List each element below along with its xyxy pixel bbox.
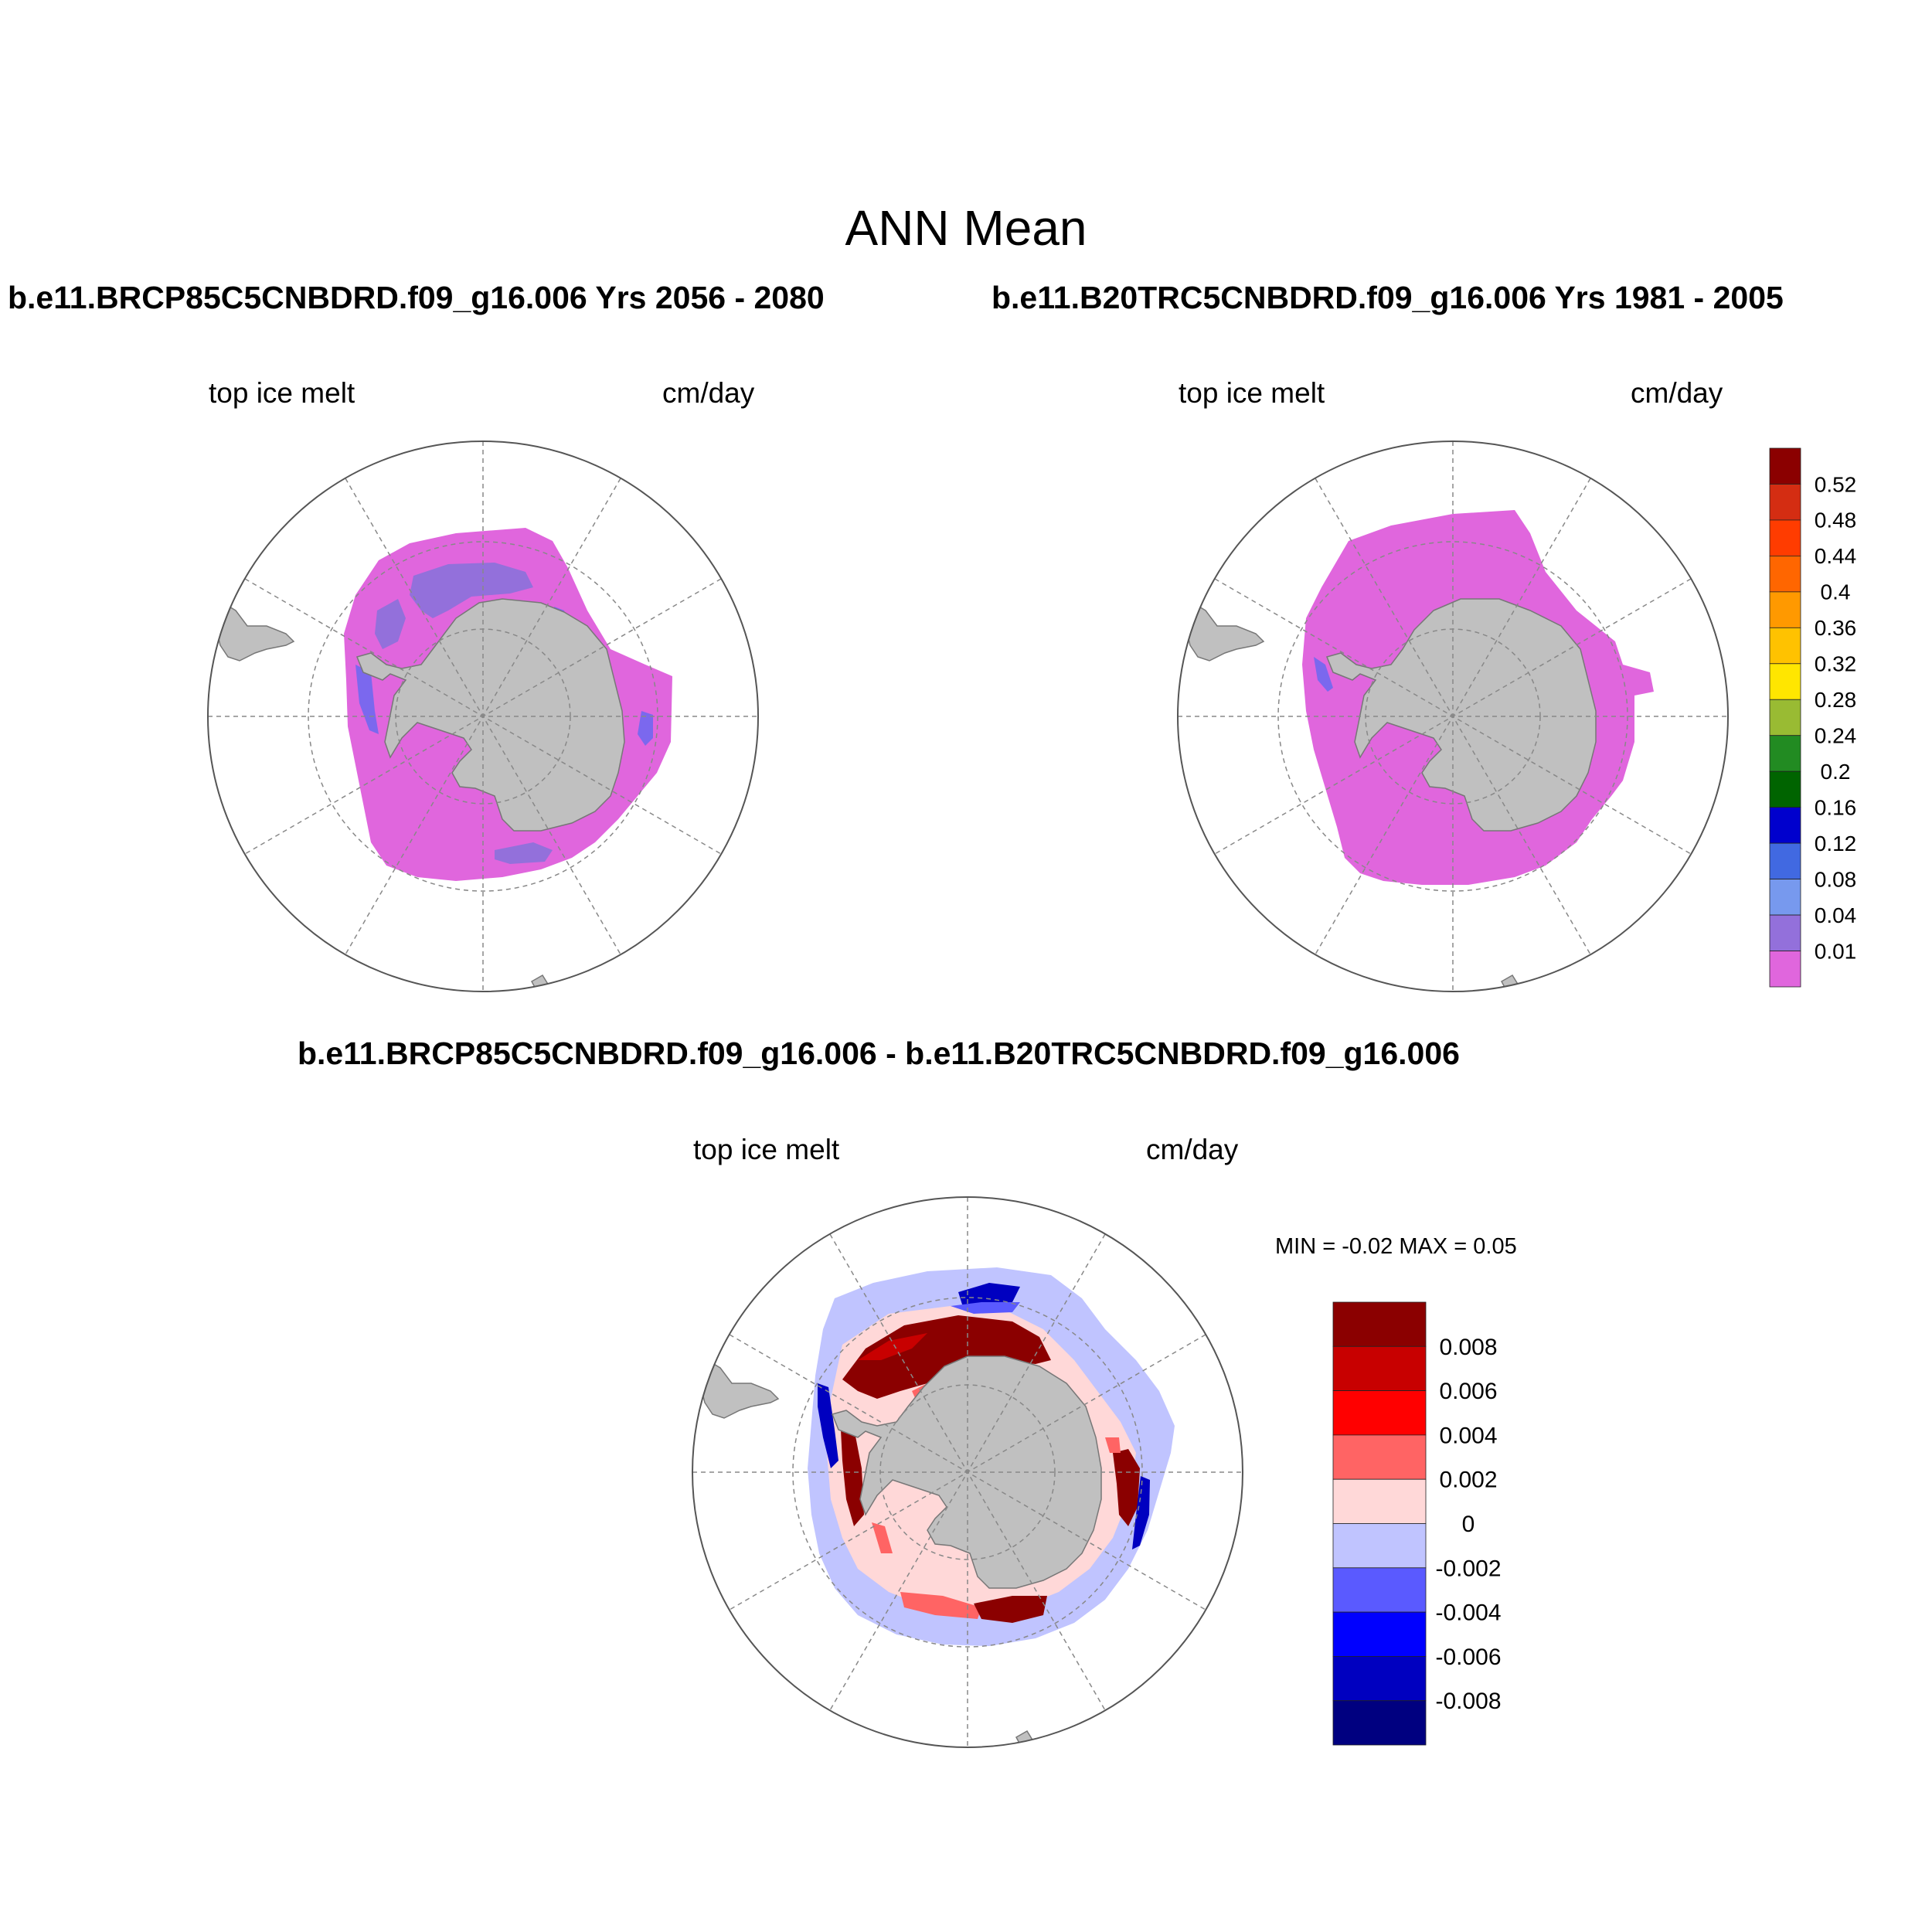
diff-field-mid — [900, 1592, 981, 1619]
colorbar-main-swatch — [1769, 842, 1801, 879]
colorbar-main-swatch — [1769, 519, 1801, 556]
antarctica-landmass — [355, 598, 625, 832]
colorbar-diff-label: 0.002 — [1439, 1468, 1497, 1493]
colorbar-main-swatch — [1769, 591, 1801, 628]
map-graticule — [1178, 441, 1728, 992]
south-america-landmass — [1185, 597, 1265, 662]
polar-map-future — [207, 440, 759, 992]
panel-difference-units: cm/day — [1146, 1134, 1239, 1165]
sea-ice-patch — [410, 563, 533, 618]
panel-difference-title: b.e11.BRCP85C5CNBDRD.f09_g16.006 - b.e11… — [298, 1036, 1460, 1071]
panel-future-title: b.e11.BRCP85C5CNBDRD.f09_g16.006 Yrs 205… — [8, 280, 825, 315]
diff-field-min — [818, 1383, 838, 1468]
colorbar-main-label: 0.01 — [1815, 939, 1857, 963]
sea-ice-patch — [495, 842, 553, 864]
colorbar-difference: 0.008 0.006 0.004 0.002 0 -0.002 -0.004 -0.006 -… — [1332, 1301, 1502, 1746]
diff-field-mid — [872, 1522, 893, 1553]
panel-historical-title: b.e11.B20TRC5CNBDRD.f09_g16.006 Yrs 1981… — [992, 280, 1784, 315]
panel-future-variable: top ice melt — [209, 377, 355, 409]
south-america-landmass — [216, 597, 295, 662]
colorbar-diff-swatch — [1332, 1567, 1427, 1613]
colorbar-main-swatch — [1769, 807, 1801, 844]
map-graticule — [692, 1197, 1243, 1747]
colorbar-main-label: 0.12 — [1815, 832, 1857, 855]
colorbar-main-label: 0.52 — [1815, 472, 1857, 496]
colorbar-diff-label: -0.004 — [1435, 1600, 1501, 1626]
colorbar-diff-label: -0.006 — [1435, 1645, 1501, 1670]
colorbar-diff-label: 0.006 — [1439, 1379, 1497, 1404]
colorbar-diff-label: 0.004 — [1439, 1423, 1497, 1448]
colorbar-diff-swatch — [1332, 1301, 1427, 1347]
colorbar-main-label: 0.32 — [1815, 652, 1857, 676]
diff-field-max — [841, 1428, 864, 1526]
panel-historical-variable: top ice melt — [1179, 377, 1325, 409]
colorbar-main-swatch — [1769, 735, 1801, 772]
colorbar-main-swatch — [1769, 951, 1801, 988]
colorbar-diff-label: -0.008 — [1435, 1689, 1501, 1714]
south-america-landmass — [700, 1355, 780, 1419]
diff-field-max — [1113, 1449, 1140, 1526]
colorbar-diff-swatch — [1332, 1523, 1427, 1569]
panel-future-units: cm/day — [662, 377, 755, 409]
colorbar-main-swatch — [1769, 914, 1801, 951]
diff-field-mid — [1105, 1437, 1121, 1453]
panel-difference-variable: top ice melt — [693, 1134, 840, 1165]
polar-map-historical — [1177, 440, 1729, 992]
colorbar-diff-swatch — [1332, 1655, 1427, 1702]
colorbar-diff-label: 0.008 — [1439, 1335, 1497, 1360]
min-max-readout: MIN = -0.02 MAX = 0.05 — [1275, 1234, 1517, 1259]
colorbar-diff-swatch — [1332, 1390, 1427, 1436]
sea-ice-patch — [375, 599, 406, 649]
colorbar-main-swatch — [1769, 484, 1801, 521]
colorbar-main-swatch — [1769, 699, 1801, 736]
colorbar-diff-swatch — [1332, 1478, 1427, 1524]
sea-ice-patch — [638, 711, 653, 746]
colorbar-main: 0.52 0.48 0.44 0.4 0.36 0.32 0.28 0.24 0.2 0.16 0.… — [1769, 447, 1857, 988]
colorbar-main-swatch — [1769, 627, 1801, 665]
colorbar-diff-swatch — [1332, 1611, 1427, 1657]
colorbar-main-label: 0.24 — [1815, 724, 1857, 748]
diff-field-min — [1132, 1476, 1150, 1549]
diff-field-min — [958, 1283, 1020, 1306]
colorbar-diff-swatch — [1332, 1345, 1427, 1392]
colorbar-main-label: 0.08 — [1815, 867, 1857, 891]
main-title: ANN Mean — [845, 200, 1087, 256]
colorbar-main-label: 0.16 — [1815, 795, 1857, 819]
colorbar-main-label: 0.2 — [1821, 760, 1851, 784]
colorbar-diff-swatch — [1332, 1434, 1427, 1480]
colorbar-main-label: 0.28 — [1815, 688, 1857, 712]
colorbar-main-swatch — [1769, 663, 1801, 700]
colorbar-main-swatch — [1769, 556, 1801, 593]
diff-field-max — [974, 1596, 1047, 1623]
colorbar-diff-label: -0.002 — [1435, 1556, 1501, 1581]
colorbar-main-swatch — [1769, 879, 1801, 916]
colorbar-diff-label: 0 — [1462, 1512, 1475, 1537]
colorbar-diff-swatch — [1332, 1700, 1427, 1746]
colorbar-main-swatch — [1769, 770, 1801, 808]
colorbar-main-label: 0.44 — [1815, 544, 1857, 568]
diff-field-max — [842, 1315, 1051, 1399]
polar-map-difference — [692, 1196, 1243, 1748]
panel-historical-units: cm/day — [1631, 377, 1723, 409]
sea-ice-patch — [1314, 657, 1333, 692]
colorbar-main-label: 0.4 — [1821, 580, 1851, 604]
colorbar-main-label: 0.04 — [1815, 903, 1857, 927]
map-graticule — [208, 441, 758, 992]
antarctica-landmass — [1325, 598, 1597, 832]
colorbar-main-label: 0.36 — [1815, 616, 1857, 640]
diff-field-high — [858, 1333, 927, 1360]
colorbar-main-label: 0.48 — [1815, 509, 1857, 532]
colorbar-main-swatch — [1769, 447, 1801, 485]
